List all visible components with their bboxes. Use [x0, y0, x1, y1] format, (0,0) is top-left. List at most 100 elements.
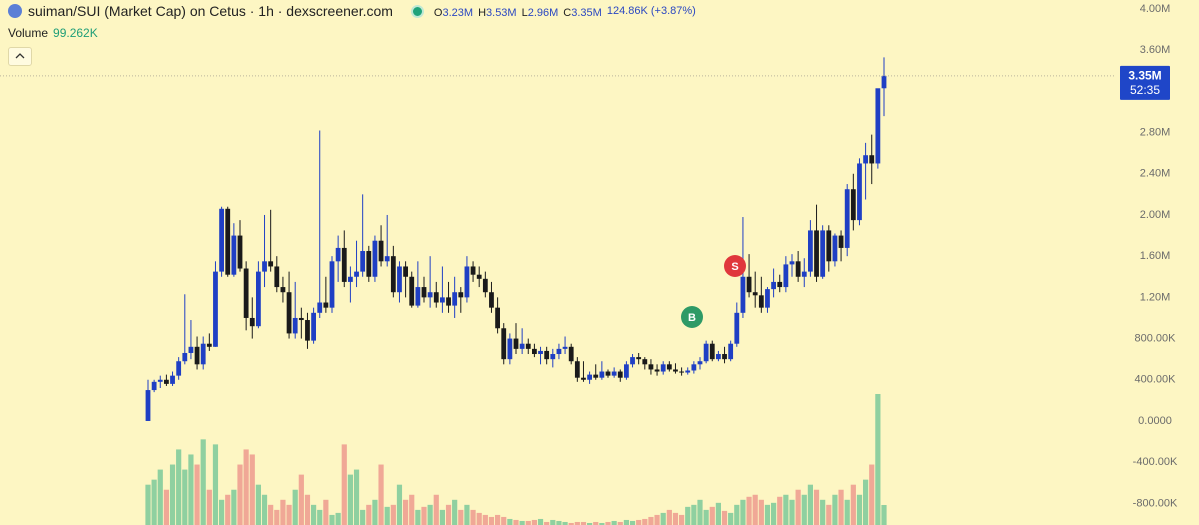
candle-body	[814, 230, 819, 277]
volume-bar	[403, 499, 409, 525]
candle-body	[354, 271, 359, 277]
volume-bar	[838, 489, 844, 525]
candle-body	[145, 390, 151, 421]
candle-body	[752, 292, 758, 296]
candle-body	[617, 371, 623, 378]
volume-bar	[231, 489, 237, 525]
token-icon	[8, 4, 22, 18]
volume-bar	[617, 521, 623, 525]
volume-bar	[807, 484, 813, 525]
candle-body	[176, 361, 182, 376]
price-label-box	[1120, 65, 1170, 100]
y-tick-label: 2.40M	[1140, 168, 1171, 180]
volume-bar	[495, 514, 501, 525]
candle-body	[237, 235, 243, 269]
candle-body	[581, 377, 586, 380]
volume-bar	[574, 521, 580, 525]
volume-bar	[268, 504, 274, 525]
volume-bar	[145, 484, 151, 525]
candle-body	[470, 266, 476, 275]
volume-bar	[771, 502, 777, 525]
volume-bar	[550, 519, 556, 525]
volume-bar	[648, 516, 654, 525]
candle-body	[206, 343, 212, 347]
volume-legend: Volume 99.262K	[8, 26, 98, 40]
candle-body	[758, 295, 764, 308]
volume-bar	[789, 499, 795, 525]
volume-bar	[488, 516, 495, 525]
volume-bar	[881, 504, 887, 525]
volume-bar	[372, 499, 378, 525]
volume-bar	[452, 499, 458, 525]
collapse-button[interactable]	[8, 47, 32, 66]
candle-body	[544, 350, 550, 360]
legend-value: 3.35M	[571, 7, 602, 19]
candle-body	[519, 343, 525, 349]
volume-bar	[415, 509, 421, 525]
trade-marker	[681, 306, 703, 328]
legend-key: L	[521, 7, 528, 19]
candle-body	[820, 230, 826, 277]
legend-key: C	[563, 7, 572, 19]
legend-item: O3.23M	[434, 7, 473, 19]
candle-body	[476, 274, 482, 279]
candle-body	[182, 352, 188, 362]
candle-body	[863, 155, 868, 164]
candle-body	[881, 75, 887, 89]
candle-body	[194, 346, 200, 365]
candle-body	[427, 292, 433, 298]
candle-body	[654, 369, 660, 372]
volume-bar	[844, 499, 850, 525]
candle-body	[568, 346, 574, 362]
volume-bar	[795, 489, 801, 525]
candle-body	[219, 208, 224, 272]
volume-bar	[249, 454, 255, 525]
volume-bar	[801, 494, 807, 525]
legend-item: H3.53M	[478, 7, 517, 19]
chart-title: suiman/SUI (Market Cap) on Cetus · 1h · …	[28, 3, 393, 19]
volume-bar	[599, 522, 605, 525]
volume-bar	[562, 521, 568, 525]
candle-body	[464, 266, 470, 298]
volume-bar	[286, 504, 292, 525]
candle-body	[716, 354, 721, 360]
volume-bar	[580, 521, 587, 525]
volume-bar	[280, 499, 286, 525]
volume-bar	[323, 499, 329, 525]
candle-body	[599, 371, 605, 378]
candle-body	[850, 189, 856, 221]
candle-body	[789, 261, 795, 265]
volume-bar	[709, 506, 715, 525]
volume-bar	[206, 489, 212, 525]
volume-bar	[219, 499, 225, 525]
candle-body	[433, 292, 439, 303]
candle-body	[624, 364, 629, 378]
volume-bar	[611, 520, 617, 525]
candle-body	[771, 281, 776, 290]
change: 124.86K (+3.87%)	[606, 5, 696, 17]
volume-bar	[378, 464, 384, 525]
candle-body	[507, 338, 513, 360]
candle-body	[783, 264, 789, 288]
candle-body	[446, 297, 451, 306]
volume-bar	[396, 484, 403, 525]
candle-body	[605, 371, 611, 376]
candle-body	[280, 287, 286, 293]
volume-bar	[728, 512, 734, 525]
volume-bar	[335, 512, 341, 525]
candle-body	[611, 371, 617, 376]
candle-body	[262, 261, 267, 272]
volume-bar	[360, 509, 366, 525]
volume-bar	[703, 509, 709, 525]
volume-bar	[525, 520, 531, 525]
volume-bar	[605, 521, 611, 525]
price-label: 3.35M	[1128, 69, 1161, 83]
volume-bar	[593, 521, 599, 525]
volume-bar	[243, 449, 249, 525]
volume-bar	[409, 494, 415, 525]
candle-body	[844, 189, 850, 248]
trade-marker-label: S	[731, 261, 738, 273]
volume-bar	[679, 514, 685, 525]
volume-bar	[660, 512, 666, 525]
